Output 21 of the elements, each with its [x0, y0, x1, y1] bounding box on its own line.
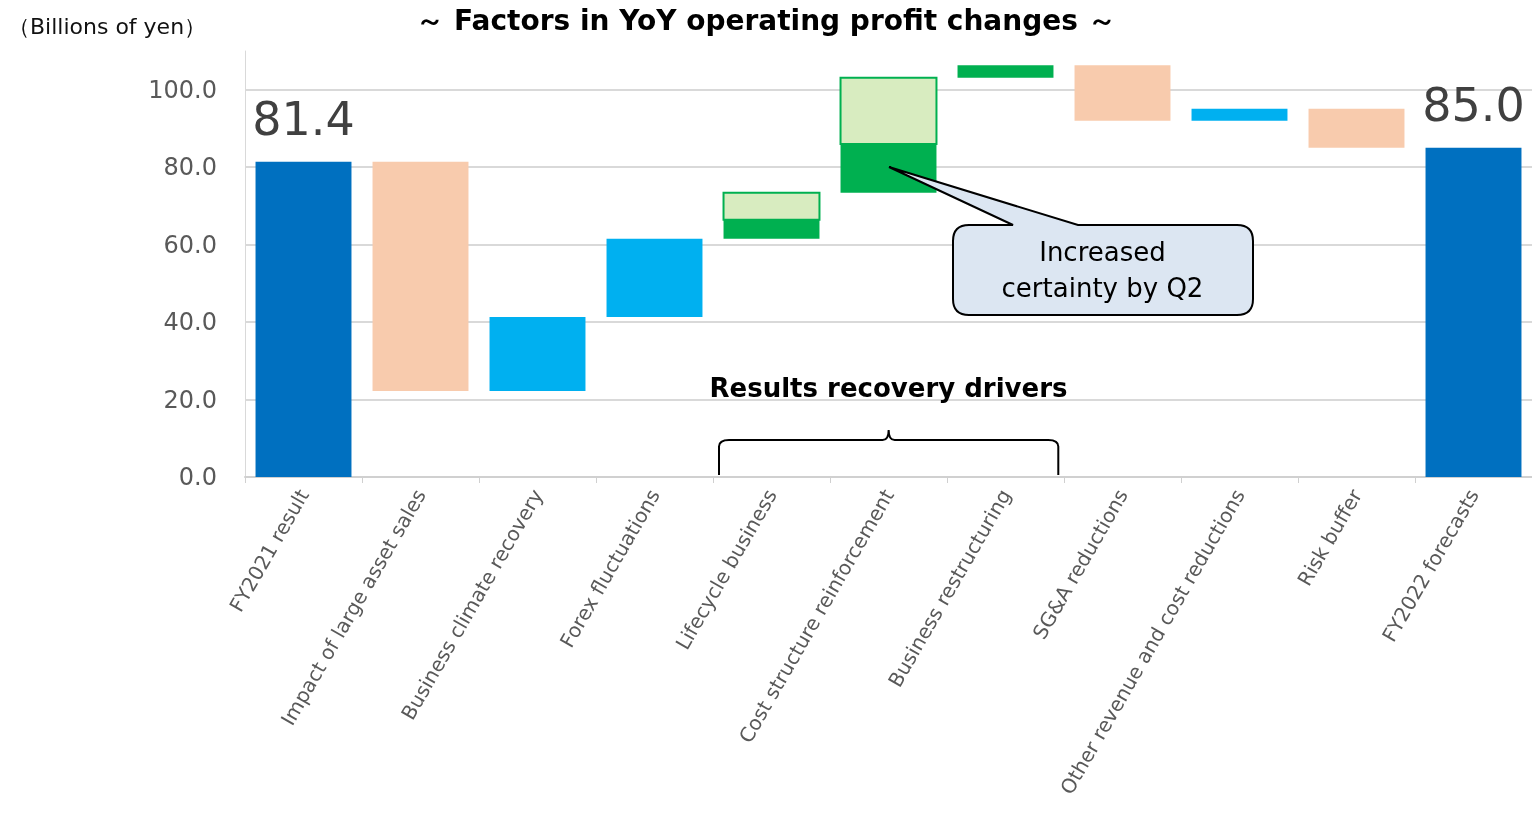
bar	[1308, 108, 1405, 148]
y-tick-label: 80.0	[163, 153, 217, 182]
y-tick-label: 60.0	[163, 230, 217, 259]
y-axis-title: （Billions of yen）	[8, 13, 207, 41]
y-tick-label: 20.0	[163, 385, 217, 414]
bar	[606, 238, 703, 318]
bar	[957, 65, 1054, 78]
bar	[255, 161, 352, 477]
bar	[372, 161, 469, 392]
bar	[1191, 108, 1288, 121]
bar	[1074, 65, 1171, 121]
bar	[1425, 147, 1522, 477]
bar	[489, 317, 586, 392]
y-tick-label: 100.0	[148, 75, 217, 104]
data-label: 81.4	[252, 91, 355, 146]
chart-title: ～ Factors in YoY operating profit changes ～	[416, 4, 1116, 37]
y-tick-label: 40.0	[163, 308, 217, 337]
annotation: Increased certainty by Q2	[1000, 236, 1205, 306]
data-label: 85.0	[1422, 77, 1525, 132]
y-tick-label: 0.0	[178, 463, 217, 491]
annotation: Results recovery drivers	[708, 371, 1069, 405]
